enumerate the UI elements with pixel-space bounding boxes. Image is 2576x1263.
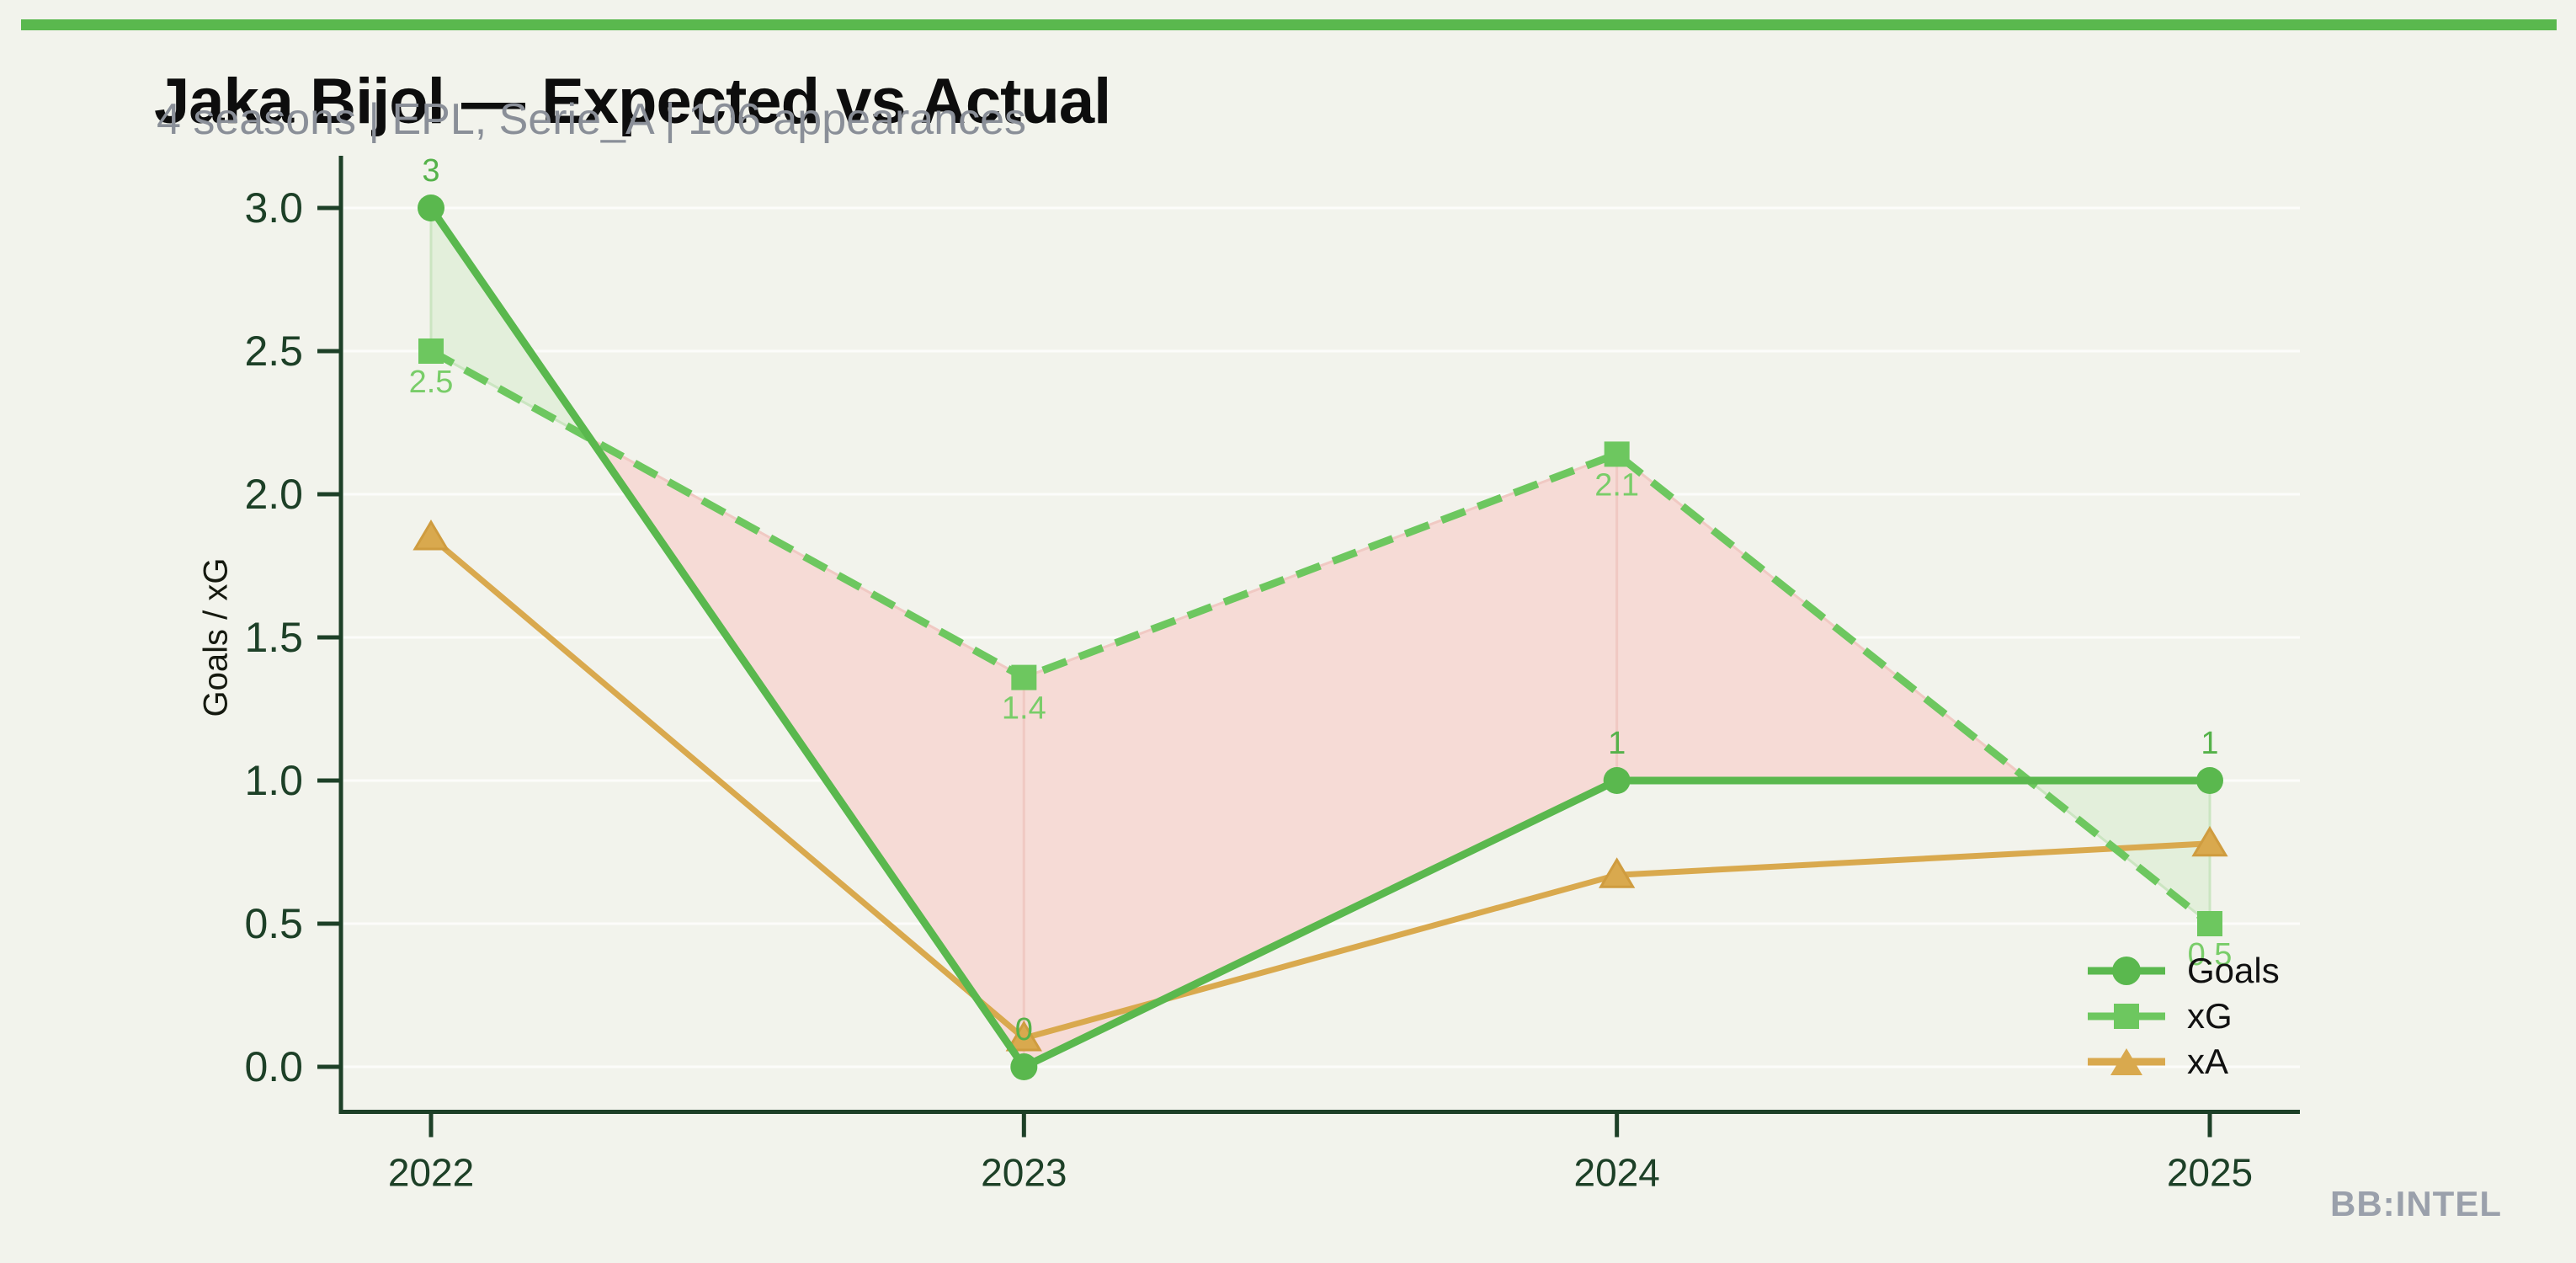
underperformance-fill xyxy=(1022,452,1619,1069)
xg-marker xyxy=(1604,441,1630,467)
y-tick-label: 2.5 xyxy=(244,328,303,375)
series-xg xyxy=(418,338,2222,936)
goals-marker xyxy=(1603,767,1631,794)
xg-marker xyxy=(1011,664,1037,690)
legend-entry-xa: xA xyxy=(2088,1039,2280,1084)
xg-marker xyxy=(2196,911,2222,936)
xa-line-sample xyxy=(2088,1039,2165,1084)
y-tick-label: 1.5 xyxy=(244,614,303,661)
x-tick-label: 2024 xyxy=(1573,1151,1659,1195)
legend: Goals xG xA xyxy=(2088,948,2280,1084)
xa-marker xyxy=(1005,1021,1042,1052)
axes xyxy=(317,156,2300,1138)
legend-entry-xg: xG xyxy=(2088,994,2280,1039)
goals-marker xyxy=(1010,1053,1038,1080)
accent-top-bar xyxy=(21,19,2557,30)
xg-value-label: 0.5 xyxy=(2188,937,2233,973)
goals-value-label: 1 xyxy=(1608,726,1626,761)
series-goals xyxy=(418,195,2223,1080)
xg-value-label: 1.4 xyxy=(1002,691,1046,727)
xg-marker xyxy=(418,338,444,364)
series-xa xyxy=(412,520,2228,1052)
y-tick-label: 1.0 xyxy=(244,757,303,804)
x-tick-label: 2025 xyxy=(2167,1151,2253,1195)
xa-triangle-icon xyxy=(2110,1048,2142,1075)
xg-value-label: 2.1 xyxy=(1594,467,1639,503)
y-tick-label: 3.0 xyxy=(244,184,303,232)
x-tick-label: 2023 xyxy=(981,1151,1067,1195)
xg-value-label: 2.5 xyxy=(409,365,454,400)
goals-line xyxy=(428,205,2210,1072)
goals-line-sample xyxy=(2088,948,2165,994)
y-tick-label: 0.0 xyxy=(244,1043,303,1090)
x-tick-label: 2022 xyxy=(388,1151,474,1195)
legend-label-xg: xG xyxy=(2187,996,2233,1036)
goals-value-label: 3 xyxy=(422,153,439,189)
watermark: BB:INTEL xyxy=(2330,1184,2502,1223)
legend-label-xa: xA xyxy=(2187,1042,2229,1081)
goals-value-label: 0 xyxy=(1015,1012,1033,1047)
xg-line-sample xyxy=(2088,994,2165,1039)
y-tick-label: 2.0 xyxy=(244,471,303,518)
xg-line xyxy=(428,348,2212,927)
legend-entry-goals: Goals xyxy=(2088,948,2280,994)
chart-title: Jaka Bijol — Expected vs Actual xyxy=(154,65,1111,137)
goals-marker xyxy=(418,195,444,221)
xa-marker xyxy=(1599,857,1636,888)
chart-subtitle: 4 seasons | EPL, Serie_A | 106 appearanc… xyxy=(157,95,1027,144)
xa-marker xyxy=(2191,825,2228,857)
xa-line xyxy=(428,535,2211,1042)
xa-marker xyxy=(412,520,450,551)
legend-label-goals: Goals xyxy=(2187,951,2280,990)
xg-square-icon xyxy=(2114,1004,2139,1029)
goals-marker xyxy=(2195,767,2223,794)
y-tick-label: 0.5 xyxy=(244,900,303,947)
goals-value-label: 1 xyxy=(2201,726,2218,761)
goals-circle-icon xyxy=(2112,957,2141,985)
